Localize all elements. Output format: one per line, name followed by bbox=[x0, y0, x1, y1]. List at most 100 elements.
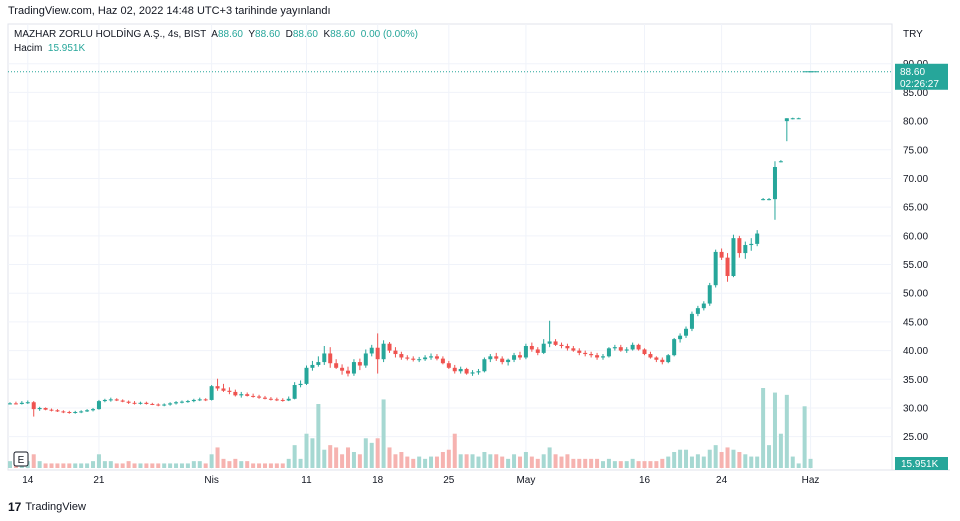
candle-body bbox=[375, 347, 380, 360]
candle-body bbox=[85, 410, 90, 412]
candle bbox=[304, 365, 309, 386]
candle-body bbox=[96, 401, 101, 410]
volume-bar bbox=[120, 463, 125, 468]
candle bbox=[381, 340, 386, 363]
volume-bar bbox=[500, 456, 505, 468]
volume-bar bbox=[755, 456, 760, 468]
candle bbox=[245, 392, 250, 397]
open-label: A bbox=[211, 29, 218, 40]
events-button-label: E bbox=[18, 455, 25, 466]
x-tick-label: 25 bbox=[443, 475, 455, 486]
low-value: 88.60 bbox=[292, 29, 318, 40]
candle-body bbox=[684, 328, 689, 336]
candle-body bbox=[784, 118, 789, 122]
candle bbox=[85, 409, 90, 412]
candle-body bbox=[215, 386, 220, 389]
candle bbox=[197, 397, 202, 402]
candle bbox=[251, 393, 256, 398]
candle bbox=[411, 356, 416, 362]
candle bbox=[298, 380, 303, 388]
volume-bar bbox=[73, 463, 78, 468]
volume-bar bbox=[802, 406, 807, 468]
candle bbox=[506, 358, 511, 366]
candle bbox=[387, 341, 392, 353]
candle bbox=[446, 360, 451, 369]
candle bbox=[185, 399, 190, 403]
candle-body bbox=[601, 356, 605, 358]
volume-bar bbox=[233, 458, 238, 468]
candle bbox=[701, 301, 706, 311]
candle-body bbox=[387, 343, 392, 351]
volume-bar bbox=[790, 456, 795, 468]
volume-bar bbox=[274, 463, 279, 468]
candle bbox=[636, 343, 641, 351]
volume-bar bbox=[156, 463, 161, 468]
candle-body bbox=[120, 400, 125, 402]
y-tick-label: 25.00 bbox=[903, 432, 928, 443]
candle bbox=[666, 354, 671, 364]
candle bbox=[476, 368, 481, 375]
candle-body bbox=[162, 404, 167, 406]
x-tick-label: 14 bbox=[22, 475, 34, 486]
candle-body bbox=[286, 398, 291, 401]
volume-bar bbox=[571, 458, 576, 468]
volume-bar bbox=[488, 454, 493, 468]
volume-bar bbox=[713, 445, 718, 468]
candle-body bbox=[381, 343, 386, 360]
candle-body bbox=[292, 385, 297, 399]
candle-body bbox=[251, 395, 256, 397]
volume-bar bbox=[666, 456, 671, 468]
candle bbox=[357, 358, 362, 371]
candle bbox=[102, 398, 107, 403]
volume-bar bbox=[565, 454, 570, 468]
candle bbox=[713, 249, 718, 288]
volume-bar bbox=[784, 394, 789, 468]
volume-bar bbox=[589, 458, 594, 468]
candle-body bbox=[796, 118, 801, 120]
candle bbox=[601, 354, 605, 360]
candle bbox=[375, 333, 380, 374]
candle bbox=[583, 350, 588, 357]
candle bbox=[91, 407, 96, 412]
volume-bar bbox=[547, 447, 552, 468]
candle bbox=[630, 342, 635, 351]
candle bbox=[274, 397, 279, 402]
candle bbox=[749, 238, 754, 251]
candle-body bbox=[108, 399, 113, 401]
events-button[interactable]: E bbox=[13, 451, 29, 467]
candle bbox=[755, 230, 760, 247]
candle bbox=[25, 400, 30, 404]
candle-body bbox=[262, 397, 267, 399]
candle-body bbox=[583, 352, 588, 355]
candle bbox=[672, 337, 677, 357]
last-price-tag-bg bbox=[895, 63, 948, 90]
candle-body bbox=[731, 238, 736, 277]
candle bbox=[262, 395, 267, 400]
candle bbox=[233, 389, 238, 397]
volume-bar bbox=[268, 463, 273, 468]
candle bbox=[470, 370, 475, 376]
x-tick-label: 16 bbox=[639, 475, 651, 486]
candle bbox=[417, 356, 422, 363]
volume-bar bbox=[719, 452, 724, 468]
candle-body bbox=[506, 359, 511, 363]
volume-bar bbox=[577, 458, 582, 468]
volume-bar bbox=[316, 404, 321, 468]
volume-bar bbox=[393, 454, 398, 468]
candle bbox=[399, 351, 404, 360]
volume-bar bbox=[482, 452, 487, 468]
candle-body bbox=[440, 358, 445, 364]
candle bbox=[61, 410, 66, 414]
candle-body bbox=[446, 363, 451, 368]
candle-body bbox=[761, 199, 766, 201]
volume-bar bbox=[67, 463, 72, 468]
candle bbox=[678, 333, 683, 343]
high-value: 88.60 bbox=[255, 29, 281, 40]
candle-body bbox=[257, 396, 262, 398]
candle-body bbox=[660, 359, 665, 363]
candle bbox=[292, 382, 297, 400]
volume-bar bbox=[470, 454, 475, 468]
candle-body bbox=[648, 354, 653, 358]
candle-body bbox=[790, 118, 795, 120]
